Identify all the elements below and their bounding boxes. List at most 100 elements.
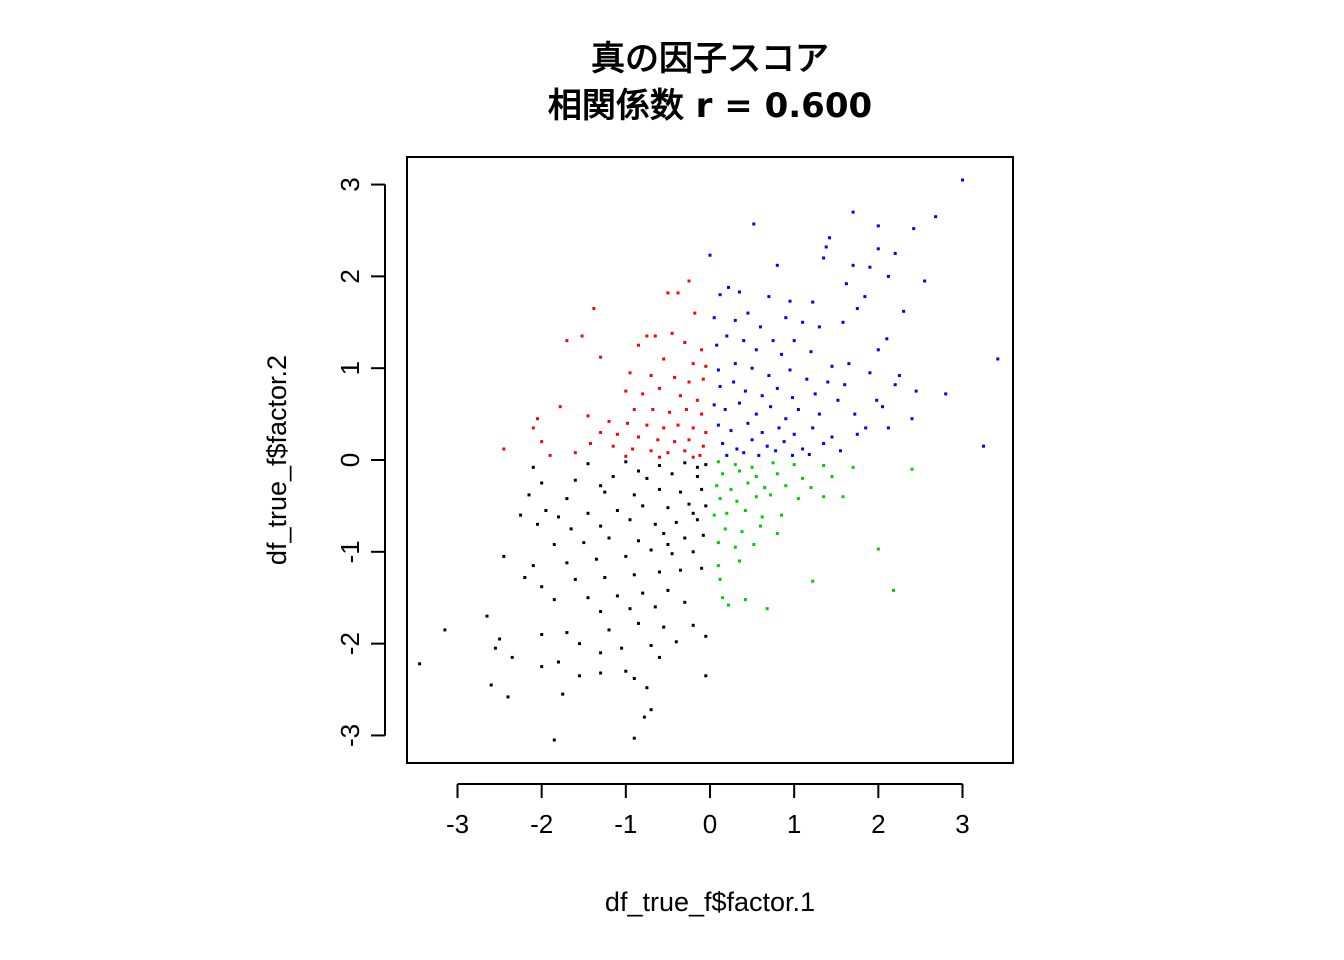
data-point bbox=[687, 438, 691, 442]
data-point bbox=[844, 282, 848, 286]
data-point bbox=[733, 362, 737, 366]
data-point bbox=[632, 677, 636, 680]
data-point bbox=[658, 655, 661, 659]
data-point bbox=[668, 410, 672, 414]
data-point bbox=[830, 475, 834, 478]
data-point bbox=[876, 224, 880, 228]
chart-title: 真の因子スコア bbox=[591, 39, 829, 79]
data-point bbox=[673, 375, 677, 379]
data-point bbox=[853, 412, 857, 416]
data-point bbox=[632, 573, 636, 577]
data-point bbox=[693, 311, 697, 315]
data-point bbox=[716, 541, 720, 545]
data-point bbox=[771, 461, 775, 465]
data-point bbox=[868, 371, 872, 375]
data-point bbox=[704, 504, 708, 508]
data-point bbox=[809, 350, 813, 354]
data-point bbox=[684, 408, 688, 411]
data-point bbox=[628, 371, 632, 375]
data-point bbox=[658, 570, 661, 574]
data-point bbox=[599, 431, 603, 434]
data-point bbox=[679, 568, 682, 572]
data-point bbox=[910, 417, 914, 421]
point-series bbox=[708, 178, 1000, 457]
data-point bbox=[599, 355, 603, 359]
data-point bbox=[607, 536, 611, 540]
data-point bbox=[791, 396, 794, 400]
data-point bbox=[760, 431, 764, 434]
data-point bbox=[801, 476, 805, 480]
data-point bbox=[649, 374, 653, 377]
data-point bbox=[712, 316, 716, 320]
data-point bbox=[603, 576, 607, 579]
data-point bbox=[743, 389, 747, 393]
data-point bbox=[691, 623, 695, 627]
x-axis-label: df_true_f$factor.1 bbox=[605, 887, 815, 917]
data-point bbox=[658, 455, 661, 459]
y-tick-label: -1 bbox=[335, 540, 365, 563]
data-point bbox=[645, 476, 649, 480]
data-point bbox=[822, 442, 826, 445]
data-point bbox=[691, 426, 695, 430]
data-point bbox=[624, 669, 628, 673]
data-point bbox=[599, 671, 603, 675]
data-point bbox=[502, 554, 506, 558]
data-point bbox=[658, 386, 661, 390]
data-point bbox=[691, 511, 695, 515]
data-point bbox=[841, 495, 845, 499]
data-point bbox=[704, 634, 708, 638]
data-point bbox=[540, 481, 544, 485]
data-point bbox=[561, 692, 565, 696]
data-point bbox=[902, 309, 906, 313]
data-point bbox=[607, 419, 611, 423]
data-point bbox=[662, 625, 666, 629]
data-point bbox=[910, 467, 914, 471]
data-point bbox=[944, 392, 948, 396]
data-point bbox=[632, 408, 636, 411]
data-point bbox=[632, 493, 636, 497]
y-axis-label: df_true_f$factor.2 bbox=[262, 355, 292, 565]
data-point bbox=[683, 449, 687, 453]
data-point bbox=[743, 509, 747, 512]
data-point bbox=[658, 487, 661, 491]
data-point bbox=[695, 518, 699, 522]
data-point bbox=[792, 463, 796, 467]
data-point bbox=[649, 548, 653, 552]
data-point bbox=[656, 438, 660, 442]
data-point bbox=[824, 245, 828, 249]
data-point bbox=[796, 408, 800, 411]
data-point bbox=[489, 683, 493, 687]
data-point bbox=[586, 414, 590, 418]
y-tick-label: 1 bbox=[335, 361, 365, 375]
data-point bbox=[836, 398, 840, 402]
data-point bbox=[750, 366, 754, 370]
data-point bbox=[666, 543, 670, 546]
data-point bbox=[645, 334, 649, 338]
data-point bbox=[573, 478, 577, 482]
data-point bbox=[649, 449, 653, 453]
data-point bbox=[725, 511, 729, 515]
y-tick-label: 2 bbox=[335, 269, 365, 283]
data-point bbox=[552, 738, 556, 742]
data-point bbox=[569, 527, 573, 531]
data-point bbox=[611, 444, 615, 448]
data-point bbox=[828, 236, 831, 240]
data-point bbox=[735, 499, 739, 503]
x-tick-label: 0 bbox=[703, 809, 717, 839]
data-point bbox=[649, 708, 653, 712]
data-point bbox=[637, 621, 640, 625]
data-point bbox=[565, 631, 569, 635]
data-point bbox=[651, 408, 655, 411]
point-series bbox=[418, 460, 708, 742]
data-point bbox=[700, 412, 704, 416]
data-point bbox=[704, 431, 708, 434]
data-point bbox=[679, 490, 682, 494]
data-point bbox=[624, 554, 628, 558]
data-point bbox=[558, 405, 562, 409]
data-point bbox=[746, 421, 750, 425]
data-point bbox=[868, 265, 872, 269]
data-point bbox=[701, 533, 705, 537]
data-point bbox=[822, 256, 826, 260]
data-point bbox=[718, 293, 722, 297]
data-point bbox=[670, 552, 674, 556]
